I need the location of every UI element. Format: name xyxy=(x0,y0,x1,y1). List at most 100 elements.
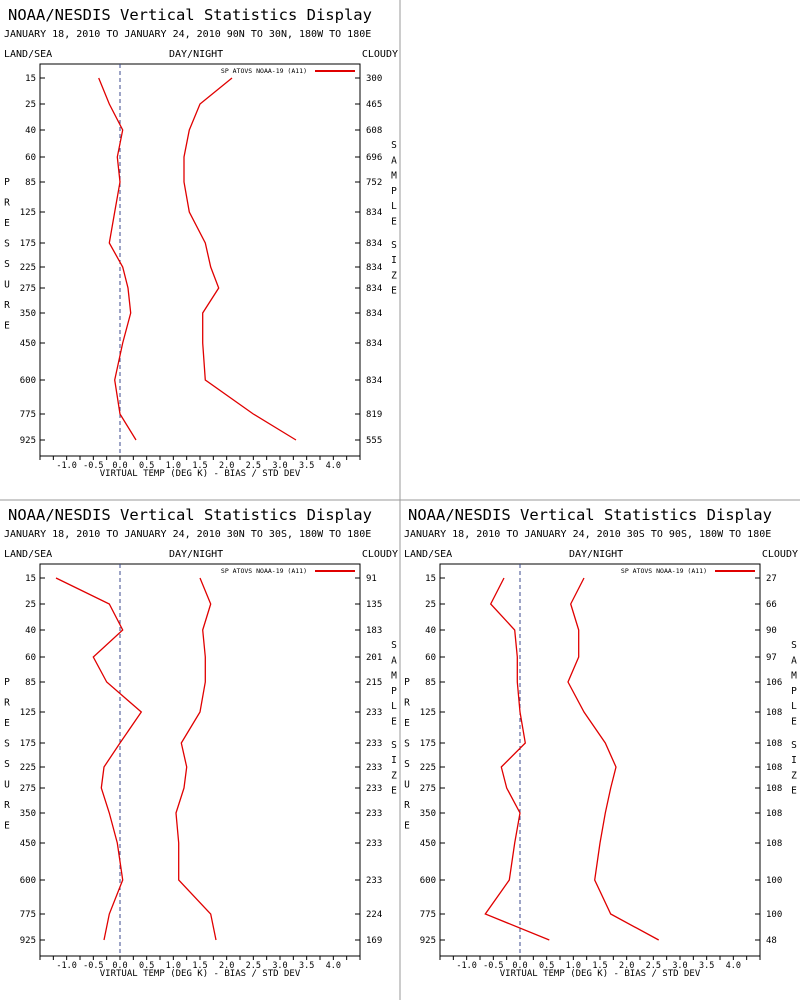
sample-size-label: 233 xyxy=(366,809,382,819)
y-tick-label: 85 xyxy=(425,678,436,688)
sample-size-label: 233 xyxy=(366,876,382,886)
sample-size-label: 100 xyxy=(766,876,782,886)
y-axis-label-letter: U xyxy=(4,280,10,291)
x-tick-label: 2.0 xyxy=(219,461,234,471)
sample-size-axis-letter: L xyxy=(791,701,797,712)
sample-size-label: 108 xyxy=(766,739,782,749)
land-sea-label: LAND/SEA xyxy=(4,49,52,60)
y-tick-label: 925 xyxy=(20,936,36,946)
x-tick-label: -1.0 xyxy=(456,961,476,971)
y-tick-label: 225 xyxy=(420,763,436,773)
sample-size-axis-letter: M xyxy=(391,671,397,682)
sample-size-axis-letter: I xyxy=(391,255,397,266)
sample-size-label: 834 xyxy=(366,263,382,273)
y-tick-label: 85 xyxy=(25,678,36,688)
sample-size-label: 555 xyxy=(366,436,382,446)
x-tick-label: -1.0 xyxy=(56,961,76,971)
sample-size-label: 48 xyxy=(766,936,777,946)
sample-size-label: 608 xyxy=(366,126,382,136)
y-tick-label: 925 xyxy=(20,436,36,446)
y-tick-label: 600 xyxy=(20,376,36,386)
y-tick-label: 450 xyxy=(20,339,36,349)
chart-subtitle: JANUARY 18, 2010 TO JANUARY 24, 2010 90N… xyxy=(4,29,371,40)
sample-size-axis-letter: E xyxy=(391,286,397,297)
y-tick-label: 60 xyxy=(25,153,36,163)
x-tick-label: 4.0 xyxy=(726,961,741,971)
sample-size-label: 465 xyxy=(366,100,382,110)
y-axis-label-letter: S xyxy=(4,239,10,250)
y-tick-label: 175 xyxy=(20,239,36,249)
sample-size-label: 834 xyxy=(366,339,382,349)
sample-size-label: 183 xyxy=(366,626,382,636)
sample-size-axis-letter: A xyxy=(391,155,397,166)
chart-title: NOAA/NESDIS Vertical Statistics Display xyxy=(8,506,372,524)
sample-size-axis-letter: P xyxy=(791,686,797,697)
sample-size-axis-letter: L xyxy=(391,701,397,712)
y-axis-label-letter: R xyxy=(4,698,10,709)
series-line-bias xyxy=(55,577,143,941)
series-line-bias xyxy=(484,577,550,941)
sample-size-axis-letter: Z xyxy=(791,770,797,781)
x-tick-label: -0.5 xyxy=(83,461,103,471)
sample-size-label: 27 xyxy=(766,574,777,584)
sample-size-label: 66 xyxy=(766,600,777,610)
sample-size-label: 696 xyxy=(366,153,382,163)
sample-size-label: 834 xyxy=(366,239,382,249)
x-tick-label: 0.0 xyxy=(112,461,127,471)
sample-size-axis-letter: L xyxy=(391,201,397,212)
y-tick-label: 775 xyxy=(420,910,436,920)
sample-size-label: 834 xyxy=(366,309,382,319)
y-axis-label-letter: R xyxy=(4,300,10,311)
y-axis-label-letter: R xyxy=(4,800,10,811)
sample-size-label: 834 xyxy=(366,208,382,218)
sample-size-label: 97 xyxy=(766,653,777,663)
series-line-std-dev xyxy=(567,577,660,941)
sample-size-label: 169 xyxy=(366,936,382,946)
y-axis-label-letter: R xyxy=(404,698,410,709)
sample-size-label: 108 xyxy=(766,839,782,849)
sample-size-label: 108 xyxy=(766,784,782,794)
sample-size-axis-letter: E xyxy=(391,786,397,797)
y-axis-label-letter: S xyxy=(4,259,10,270)
y-tick-label: 350 xyxy=(20,809,36,819)
y-tick-label: 15 xyxy=(425,574,436,584)
x-axis-label: VIRTUAL TEMP (DEG K) - BIAS / STD DEV xyxy=(100,469,301,479)
sample-size-label: 233 xyxy=(366,739,382,749)
y-tick-label: 60 xyxy=(25,653,36,663)
sample-size-axis-letter: I xyxy=(791,755,797,766)
y-axis-label-letter: S xyxy=(404,759,410,770)
x-tick-label: 3.0 xyxy=(272,961,287,971)
y-axis-label-letter: E xyxy=(404,718,410,729)
y-tick-label: 25 xyxy=(25,600,36,610)
y-axis-label-letter: P xyxy=(404,677,410,688)
y-tick-label: 450 xyxy=(20,839,36,849)
y-tick-label: 925 xyxy=(420,936,436,946)
plot-frame xyxy=(39,563,361,957)
y-tick-label: 40 xyxy=(425,626,436,636)
sample-size-axis-letter: M xyxy=(791,671,797,682)
y-axis-label-letter: P xyxy=(4,677,10,688)
x-tick-label: 1.5 xyxy=(192,961,207,971)
x-tick-label: 1.0 xyxy=(166,461,181,471)
sample-size-label: 135 xyxy=(366,600,382,610)
y-tick-label: 225 xyxy=(20,263,36,273)
cloudy-label: CLOUDY xyxy=(362,549,398,560)
x-tick-label: 3.5 xyxy=(299,961,314,971)
sample-size-axis-letter: Z xyxy=(391,270,397,281)
cloudy-label: CLOUDY xyxy=(362,49,398,60)
sample-size-label: 215 xyxy=(366,678,382,688)
chart-subtitle: JANUARY 18, 2010 TO JANUARY 24, 2010 30S… xyxy=(404,529,771,540)
series-line-std-dev xyxy=(183,77,297,441)
day-night-label: DAY/NIGHT xyxy=(569,549,623,560)
y-tick-label: 225 xyxy=(20,763,36,773)
y-tick-label: 775 xyxy=(20,410,36,420)
sample-size-axis-letter: S xyxy=(791,640,797,651)
x-tick-label: 2.5 xyxy=(646,961,661,971)
x-tick-label: 2.0 xyxy=(619,961,634,971)
x-tick-label: 3.5 xyxy=(699,961,714,971)
x-tick-label: 3.5 xyxy=(299,461,314,471)
